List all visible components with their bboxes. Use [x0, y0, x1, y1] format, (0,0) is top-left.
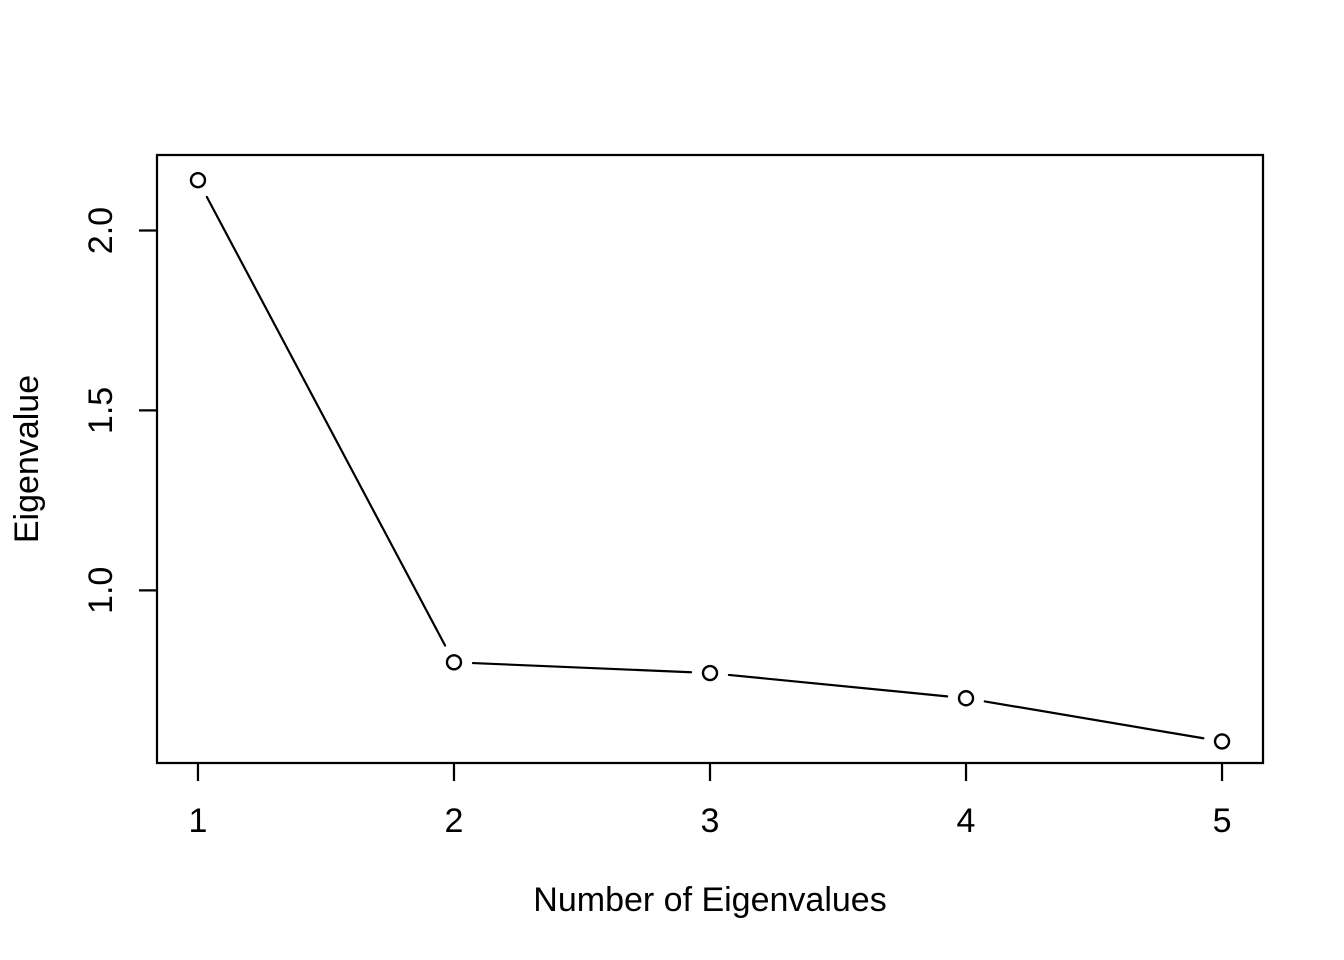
data-point [701, 664, 719, 682]
series-segment [205, 195, 447, 647]
x-axis: 1 2 3 4 5 [189, 763, 1232, 840]
y-axis-label: Eigenvalue [8, 375, 46, 543]
data-point [1213, 733, 1231, 750]
y-axis: 1.0 1.5 2.0 [82, 207, 157, 614]
x-tick-label: 2 [445, 802, 464, 840]
data-point [189, 171, 207, 189]
series-segment [471, 661, 693, 674]
series-line [205, 195, 1205, 740]
x-tick-label: 1 [189, 802, 208, 840]
series-points [189, 171, 1231, 750]
data-point [445, 654, 463, 671]
y-tick-label: 1.5 [82, 387, 120, 434]
y-tick-label: 2.0 [82, 207, 120, 254]
series-segment [727, 673, 949, 698]
data-point [957, 690, 975, 707]
x-tick-label: 5 [1213, 802, 1232, 840]
x-axis-label: Number of Eigenvalues [533, 881, 886, 919]
y-tick-label: 1.0 [82, 567, 120, 614]
x-tick-label: 3 [701, 802, 720, 840]
x-tick-label: 4 [957, 802, 976, 840]
series-segment [983, 700, 1205, 740]
